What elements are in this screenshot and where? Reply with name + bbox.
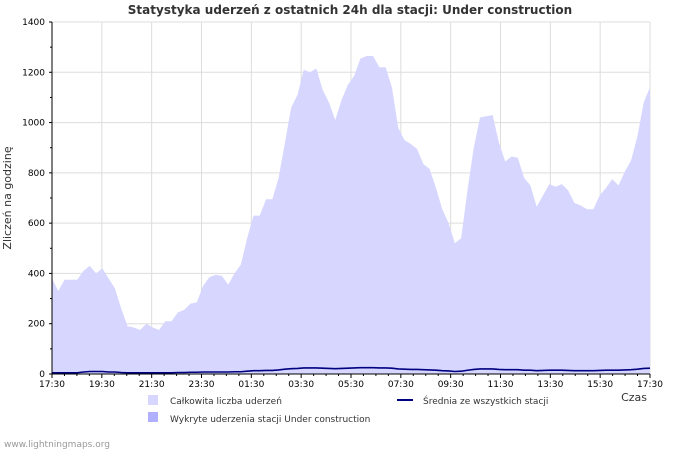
y-tick-label: 200 — [28, 320, 45, 330]
y-tick-label: 1200 — [22, 68, 45, 78]
y-tick-label: 800 — [28, 169, 45, 179]
x-tick-label: 11:30 — [488, 380, 514, 390]
y-tick-label: 400 — [28, 269, 45, 279]
y-tick-label: 0 — [39, 370, 45, 380]
x-tick-label: 21:30 — [139, 380, 165, 390]
y-axis-label: Zliczeń na godzinę — [1, 146, 14, 249]
x-tick-label: 03:30 — [288, 380, 314, 390]
legend-label-station: Wykryte uderzenia stacji Under construct… — [170, 415, 370, 425]
y-tick-label: 1400 — [22, 18, 45, 28]
x-tick-label: 17:30 — [637, 380, 663, 390]
chart-title: Statystyka uderzeń z ostatnich 24h dla s… — [128, 3, 572, 17]
y-ticks: 0 200 400 600 800 1000 1200 1400 — [22, 18, 52, 380]
y-tick-label: 600 — [28, 219, 45, 229]
legend: Całkowita liczba uderzeń Wykryte uderzen… — [148, 395, 548, 425]
x-tick-label: 13:30 — [537, 380, 563, 390]
legend-label-average: Średnia ze wszystkich stacji — [423, 395, 548, 407]
x-tick-label: 23:30 — [189, 380, 215, 390]
legend-swatch-station — [148, 412, 158, 422]
x-tick-label: 05:30 — [338, 380, 364, 390]
series-line-2 — [52, 366, 651, 374]
x-tick-label: 17:30 — [39, 380, 65, 390]
legend-swatch-total — [148, 395, 158, 405]
series-layer — [52, 55, 651, 374]
x-ticks: 17:30 19:30 21:30 23:30 01:30 03:30 05:30 07:30… — [39, 374, 663, 390]
x-tick-label: 07:30 — [388, 380, 414, 390]
x-tick-label: 01:30 — [238, 380, 264, 390]
series-area-0 — [52, 55, 650, 374]
x-tick-label: 19:30 — [89, 380, 115, 390]
x-tick-label: 15:30 — [587, 380, 613, 390]
x-axis-label: Czas — [621, 391, 647, 404]
footer-source: www.lightningmaps.org — [4, 440, 110, 450]
x-tick-label: 09:30 — [438, 380, 464, 390]
y-tick-label: 1000 — [22, 119, 45, 129]
legend-label-total: Całkowita liczba uderzeń — [170, 397, 282, 407]
